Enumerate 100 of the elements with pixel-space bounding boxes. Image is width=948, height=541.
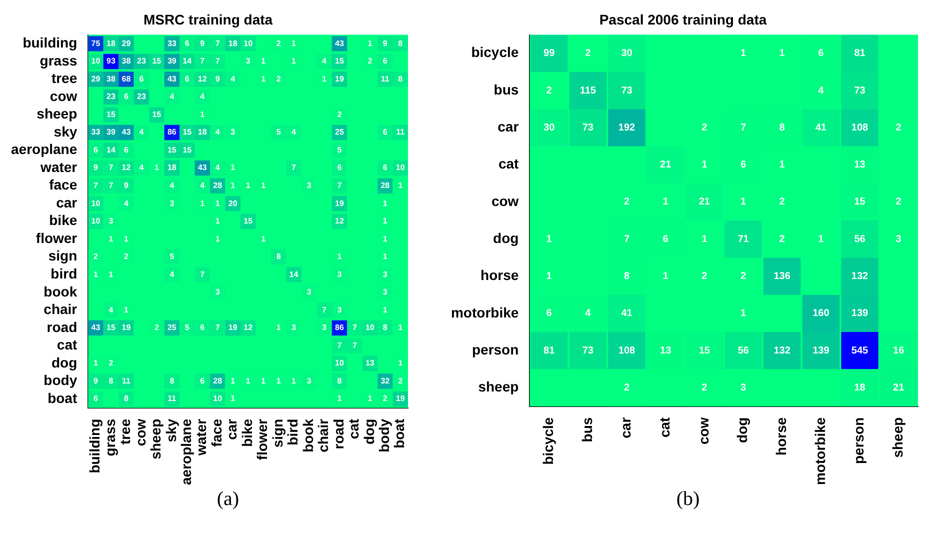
data-label: 73 xyxy=(854,85,866,96)
data-label: 1 xyxy=(94,358,99,368)
data-label: 23 xyxy=(106,92,116,102)
data-label: 2 xyxy=(154,323,160,332)
x-tick-label: bus xyxy=(578,417,595,442)
data-label: 2 xyxy=(896,196,902,208)
x-tick-label: cat xyxy=(346,418,362,440)
data-label: 10 xyxy=(365,323,375,332)
data-label: 21 xyxy=(660,160,672,171)
data-label: 28 xyxy=(380,181,390,190)
data-label: 115 xyxy=(580,85,596,96)
data-label: 8 xyxy=(170,376,175,386)
data-label: 2 xyxy=(398,376,404,386)
data-label: 15 xyxy=(106,110,116,119)
data-label: 3 xyxy=(382,270,388,279)
data-label: 1 xyxy=(818,234,824,245)
data-label: 1 xyxy=(292,38,297,48)
y-tick-label: boat xyxy=(48,390,78,406)
data-label: 8 xyxy=(108,376,114,386)
data-label: 81 xyxy=(854,48,866,60)
data-label: 10 xyxy=(213,394,223,404)
data-label: 15 xyxy=(106,323,116,332)
data-label: 6 xyxy=(337,163,342,172)
data-label: 29 xyxy=(91,74,101,84)
data-label: 6 xyxy=(184,74,190,84)
x-tick-label: bike xyxy=(238,418,255,447)
data-label: 4 xyxy=(139,163,144,172)
data-label: 10 xyxy=(396,163,406,172)
data-label: 8 xyxy=(624,271,630,282)
data-label: 23 xyxy=(136,92,146,102)
data-label: 1 xyxy=(546,271,552,282)
y-tick-label: sign xyxy=(48,248,78,264)
data-label: 33 xyxy=(167,38,177,48)
x-tick-label: dog xyxy=(734,417,750,443)
data-label: 1 xyxy=(246,181,251,190)
data-label: 1 xyxy=(398,323,404,332)
data-label: 1 xyxy=(740,48,746,60)
data-label: 14 xyxy=(289,270,299,279)
y-tick-label: aeroplane xyxy=(10,141,78,158)
data-label: 15 xyxy=(698,345,710,356)
y-tick-label: face xyxy=(49,176,78,193)
data-label: 1 xyxy=(398,181,404,190)
data-label: 1 xyxy=(200,110,206,119)
data-label: 7 xyxy=(352,340,358,350)
data-label: 11 xyxy=(396,128,406,137)
data-label: 7 xyxy=(94,181,99,190)
data-label: 18 xyxy=(106,38,116,48)
data-label: 4 xyxy=(200,92,206,102)
data-label: 1 xyxy=(382,305,388,314)
x-tick-label: road xyxy=(330,418,346,450)
data-label: 9 xyxy=(94,376,99,386)
data-label: 2 xyxy=(337,110,342,119)
data-label: 10 xyxy=(91,198,101,208)
y-tick-label: sheep xyxy=(36,106,78,122)
y-tick-label: flower xyxy=(36,230,78,246)
data-label: 6 xyxy=(546,308,552,320)
data-label: 8 xyxy=(124,394,129,404)
data-label: 19 xyxy=(122,323,132,332)
x-tick-label: grass xyxy=(102,418,118,456)
data-label: 7 xyxy=(624,234,630,245)
data-label: 15 xyxy=(167,145,177,154)
data-label: 7 xyxy=(108,181,114,190)
data-label: 23 xyxy=(136,56,146,66)
data-label: 9 xyxy=(94,163,99,172)
y-tick-label: sky xyxy=(54,123,78,140)
data-label: 8 xyxy=(398,74,404,84)
data-label: 14 xyxy=(182,56,192,66)
data-label: 6 xyxy=(200,323,206,332)
data-label: 3 xyxy=(246,56,251,66)
x-tick-label: face xyxy=(208,418,224,447)
data-label: 86 xyxy=(167,128,177,137)
data-label: 10 xyxy=(91,56,101,66)
data-label: 1 xyxy=(702,234,708,245)
data-label: 7 xyxy=(200,56,206,66)
data-label: 1 xyxy=(230,163,236,172)
y-tick-label: dog xyxy=(493,230,519,246)
data-label: 2 xyxy=(702,271,708,282)
y-tick-label: cow xyxy=(50,88,78,104)
y-tick-label: road xyxy=(46,318,78,335)
data-label: 6 xyxy=(124,145,129,154)
y-tick-label: chair xyxy=(44,301,78,318)
data-label: 1 xyxy=(292,56,297,66)
y-tick-label: horse xyxy=(480,267,519,284)
data-label: 15 xyxy=(152,56,162,66)
data-label: 1 xyxy=(215,216,220,226)
data-label: 1 xyxy=(337,394,342,404)
data-label: 19 xyxy=(396,394,406,404)
data-label: 2 xyxy=(702,122,708,134)
data-label: 4 xyxy=(215,163,220,172)
data-label: 8 xyxy=(276,252,282,262)
x-tick-label: tree xyxy=(117,418,134,445)
x-tick-label: car xyxy=(224,418,240,440)
data-label: 1 xyxy=(230,376,236,386)
data-label: 4 xyxy=(818,85,824,96)
data-label: 13 xyxy=(660,345,672,356)
y-tick-label: dog xyxy=(51,354,78,370)
data-label: 7 xyxy=(352,323,358,332)
data-label: 6 xyxy=(139,74,144,84)
data-label: 1 xyxy=(779,160,786,171)
data-label: 43 xyxy=(91,323,101,332)
